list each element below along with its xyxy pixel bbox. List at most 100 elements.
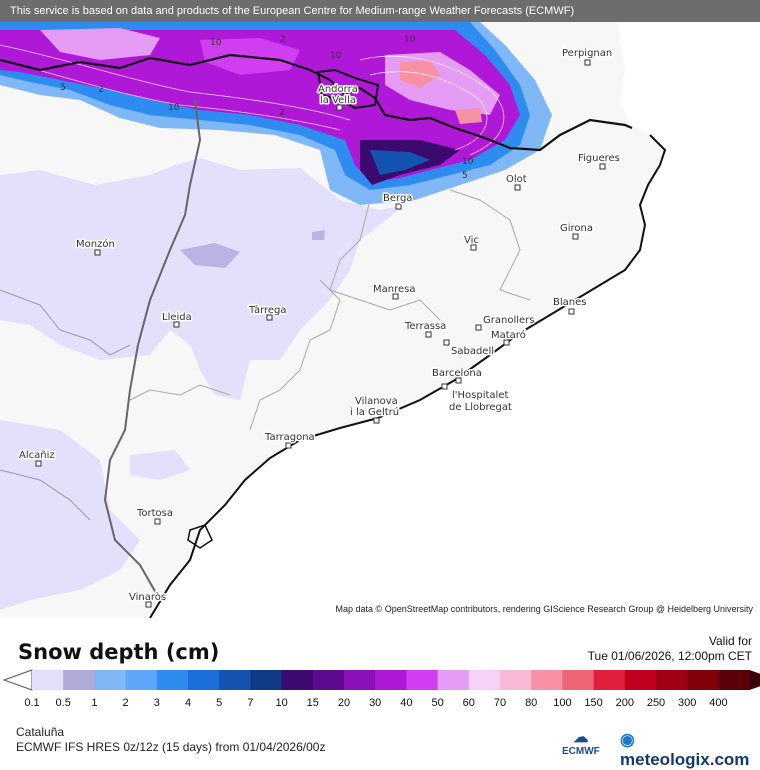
scale-swatch <box>656 670 688 690</box>
scale-swatch <box>94 670 127 690</box>
city-dot <box>584 59 591 66</box>
city-label: i la Geltrú <box>350 406 399 418</box>
contour-label: 5 <box>462 171 468 181</box>
scale-tick-label: 3 <box>153 697 160 709</box>
contour-labels: 5 2 10 2 10 2 10 5 10 10 <box>60 35 474 181</box>
city-label: Berga <box>383 193 412 204</box>
scale-swatch <box>188 670 220 690</box>
map-view[interactable]: 5 2 10 2 10 2 10 5 10 10 Perpignan Andor… <box>0 0 760 618</box>
city-label: Barcelona <box>432 368 482 379</box>
city-dot <box>395 203 402 210</box>
city-label: Alcañiz <box>19 450 55 461</box>
scale-tick-label: 200 <box>615 697 634 709</box>
scale-tick-label: 10 <box>275 697 288 709</box>
scale-tick-label: 4 <box>184 697 192 709</box>
city-label: Tàrrega <box>248 304 287 316</box>
contour-label: 5 <box>60 83 66 93</box>
scale-swatch <box>687 670 719 690</box>
scale-tick-label: 80 <box>525 697 538 709</box>
contour-label: 10 <box>462 157 474 167</box>
contour-label: 2 <box>98 85 104 95</box>
city-label: Figueres <box>578 153 620 164</box>
city-dot <box>145 601 152 608</box>
city-label: Terrassa <box>404 321 446 332</box>
contour-label: 10 <box>210 38 222 48</box>
city-dot <box>35 460 42 467</box>
city-label: Tortosa <box>136 508 173 519</box>
scale-swatch <box>312 670 345 690</box>
scale-tick-label: 400 <box>709 697 728 709</box>
scale-tick-label: 60 <box>462 697 475 709</box>
scale-swatch <box>562 670 595 690</box>
scale-swatch <box>468 670 501 690</box>
scale-tick-label: 0.5 <box>55 697 71 709</box>
scale-tick-label: 100 <box>553 697 572 709</box>
scale-swatch <box>344 670 376 690</box>
city-dot <box>266 314 273 321</box>
scale-min-arrow <box>2 669 33 691</box>
scale-tick-label: 50 <box>431 697 444 709</box>
scale-tick-label: 2 <box>122 697 129 709</box>
scale-tick-label: 7 <box>247 697 254 709</box>
city-dot <box>336 104 343 111</box>
scale-swatch <box>406 670 439 690</box>
city-dot <box>94 249 101 256</box>
city-label: Blanes <box>553 297 586 308</box>
color-scale-bar <box>2 669 760 691</box>
city-dot <box>285 442 292 449</box>
scale-swatch <box>624 670 657 690</box>
sea-area <box>150 20 760 618</box>
contour-label: 10 <box>330 51 342 61</box>
ecmwf-logo: ☁ ECMWF <box>562 729 600 757</box>
scale-tick-label: 250 <box>646 697 666 709</box>
city-label: Lleida <box>162 312 192 323</box>
scale-swatch <box>531 670 563 690</box>
city-label: Granollers <box>483 315 534 326</box>
city-dot <box>425 331 432 338</box>
legend-title: Snow depth (cm) <box>18 640 220 664</box>
scale-tick-label: 20 <box>337 697 351 709</box>
city-dot <box>599 163 606 170</box>
map-canvas[interactable]: 5 2 10 2 10 2 10 5 10 10 Perpignan Andor… <box>0 0 760 618</box>
scale-tick-label: 300 <box>678 697 697 709</box>
city-label: Vinaròs <box>129 591 166 603</box>
meteologix-logo[interactable]: ◉ meteologix.com <box>620 730 750 769</box>
snow-light-areas <box>0 158 405 610</box>
city-dot <box>572 233 579 240</box>
scale-swatch <box>500 670 532 690</box>
scale-swatch <box>63 670 95 690</box>
city-label: Sabadell <box>451 346 494 357</box>
ecmwf-banner: This service is based on data and produc… <box>0 0 760 22</box>
city-label: la Vella <box>320 95 356 106</box>
city-label: Girona <box>560 223 593 234</box>
scale-tick-label: 1 <box>91 697 98 709</box>
city-dot <box>154 518 161 525</box>
scale-tick-label: 0.1 <box>24 697 40 709</box>
map-attribution[interactable]: Map data © OpenStreetMap contributors, r… <box>332 603 756 615</box>
model-info: ECMWF IFS HRES 0z/12z (15 days) from 01/… <box>16 740 326 754</box>
city-markers: Perpignan Andorra la Vella Figueres Olot… <box>18 47 621 608</box>
city-dot <box>503 339 510 346</box>
city-dot <box>455 377 462 384</box>
scale-swatch <box>281 670 314 690</box>
scale-tick-label: 15 <box>306 697 319 709</box>
scale-swatch <box>156 670 189 690</box>
city-label: Vilanova <box>355 396 398 407</box>
scale-swatch <box>250 670 283 690</box>
city-label: Andorra <box>318 84 358 95</box>
city-dot <box>568 308 575 315</box>
city-dot <box>441 383 448 390</box>
scale-tick-label: 30 <box>369 697 382 709</box>
city-dot <box>173 321 180 328</box>
contour-label: 2 <box>279 108 285 118</box>
scale-swatch <box>718 670 751 690</box>
scale-swatch <box>593 670 626 690</box>
scale-swatch <box>375 670 407 690</box>
scale-swatch <box>32 670 64 690</box>
valid-label: Valid for <box>708 634 752 648</box>
city-label: Perpignan <box>562 48 612 59</box>
city-label: l'Hospitalet <box>452 390 508 401</box>
contour-label: 10 <box>168 103 180 113</box>
region-name: Cataluña <box>16 725 65 739</box>
scale-max-arrow <box>749 670 760 690</box>
